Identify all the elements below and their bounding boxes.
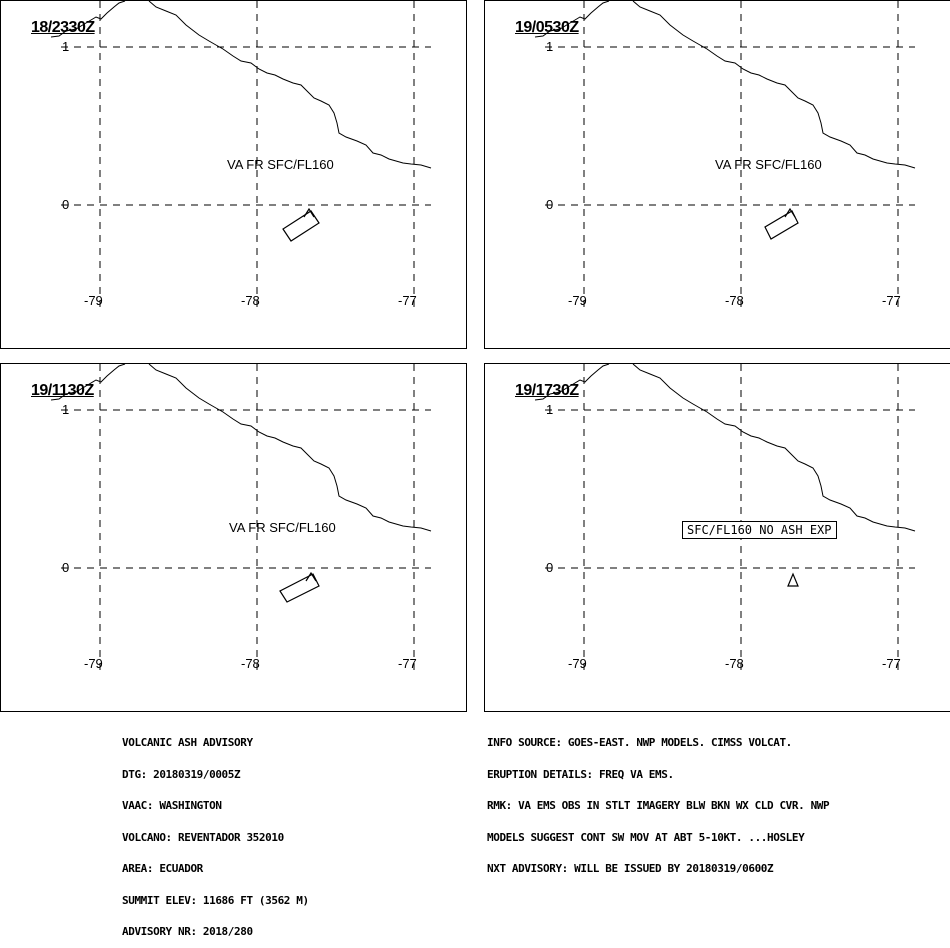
lon-tick-78: -78 — [725, 656, 744, 671]
volcano-icon — [784, 207, 796, 218]
lat-tick-0: 0 — [546, 197, 554, 212]
coastline — [50, 364, 432, 532]
panel-time: 18/2330Z — [31, 19, 95, 36]
panel-time: 19/1730Z — [515, 382, 579, 399]
lon-tick-79: -79 — [568, 656, 587, 671]
ash-label: VA FR SFC/FL160 — [227, 157, 334, 172]
map-canvas — [534, 364, 916, 676]
advisory-area: AREA: ECUADOR — [122, 862, 203, 875]
ash-cloud-polygon — [764, 210, 799, 240]
advisory-remarks-2: MODELS SUGGEST CONT SW MOV AT ABT 5-10KT… — [487, 830, 805, 844]
advisory-dtg: DTG: 20180319/0005Z — [122, 767, 241, 781]
ash-cloud-polygon — [282, 210, 320, 242]
lat-tick-1: 1 — [62, 39, 70, 54]
ash-cloud-polygon — [279, 573, 320, 603]
advisory-right-block: INFO SOURCE: GOES-EAST. NWP MODELS. CIMS… — [487, 717, 830, 885]
lon-tick-77: -77 — [398, 656, 417, 671]
lon-tick-79: -79 — [84, 293, 103, 308]
advisory-remarks-1: RMK: VA EMS OBS IN STLT IMAGERY BLW BKN … — [487, 799, 830, 812]
advisory-info-source: INFO SOURCE: GOES-EAST. NWP MODELS. CIMS… — [487, 736, 792, 749]
advisory-left-block: VOLCANIC ASH ADVISORY DTG: 20180319/0005… — [122, 717, 309, 948]
map-panel-1: 18/2330Z VA FR SFC/FL160 1 0 -79 -78 -77 — [0, 0, 467, 349]
lat-tick-0: 0 — [62, 560, 70, 575]
lat-tick-0: 0 — [546, 560, 554, 575]
no-ash-label: SFC/FL160 NO ASH EXP — [682, 521, 837, 539]
coastline — [534, 1, 916, 169]
lon-tick-78: -78 — [241, 293, 260, 308]
lon-tick-77: -77 — [882, 656, 901, 671]
coastline — [534, 364, 916, 532]
panel-time: 19/1130Z — [31, 382, 94, 399]
advisory-summit-elev: SUMMIT ELEV: 11686 FT (3562 M) — [122, 893, 309, 907]
lon-tick-78: -78 — [725, 293, 744, 308]
volcano-icon — [303, 207, 315, 218]
panel-time: 19/0530Z — [515, 19, 579, 36]
volcano-icon — [305, 571, 317, 582]
ash-label: VA FR SFC/FL160 — [229, 520, 336, 535]
advisory-volcano: VOLCANO: REVENTADOR 352010 — [122, 830, 284, 844]
advisory-vaac: VAAC: WASHINGTON — [122, 799, 222, 812]
advisory-eruption-details: ERUPTION DETAILS: FREQ VA EMS. — [487, 767, 674, 781]
map-panel-3: 19/1130Z VA FR SFC/FL160 1 0 -79 -78 -77 — [0, 363, 467, 712]
lon-tick-79: -79 — [84, 656, 103, 671]
lat-tick-1: 1 — [62, 402, 70, 417]
lat-tick-1: 1 — [546, 39, 554, 54]
lat-tick-0: 0 — [62, 197, 70, 212]
lat-tick-1: 1 — [546, 402, 554, 417]
map-panel-4: 19/1730Z SFC/FL160 NO ASH EXP 1 0 -79 -7… — [484, 363, 950, 712]
lon-tick-77: -77 — [882, 293, 901, 308]
lon-tick-79: -79 — [568, 293, 587, 308]
map-canvas — [50, 1, 432, 313]
map-canvas — [50, 364, 432, 676]
map-panel-2: 19/0530Z VA FR SFC/FL160 1 0 -79 -78 -77 — [484, 0, 950, 349]
map-canvas — [534, 1, 916, 313]
advisory-title: VOLCANIC ASH ADVISORY — [122, 736, 253, 749]
advisory-number: ADVISORY NR: 2018/280 — [122, 925, 253, 938]
lon-tick-78: -78 — [241, 656, 260, 671]
volcano-icon — [787, 572, 799, 587]
advisory-next: NXT ADVISORY: WILL BE ISSUED BY 20180319… — [487, 862, 774, 875]
ash-label: VA FR SFC/FL160 — [715, 157, 822, 172]
coastline — [50, 1, 432, 169]
lon-tick-77: -77 — [398, 293, 417, 308]
